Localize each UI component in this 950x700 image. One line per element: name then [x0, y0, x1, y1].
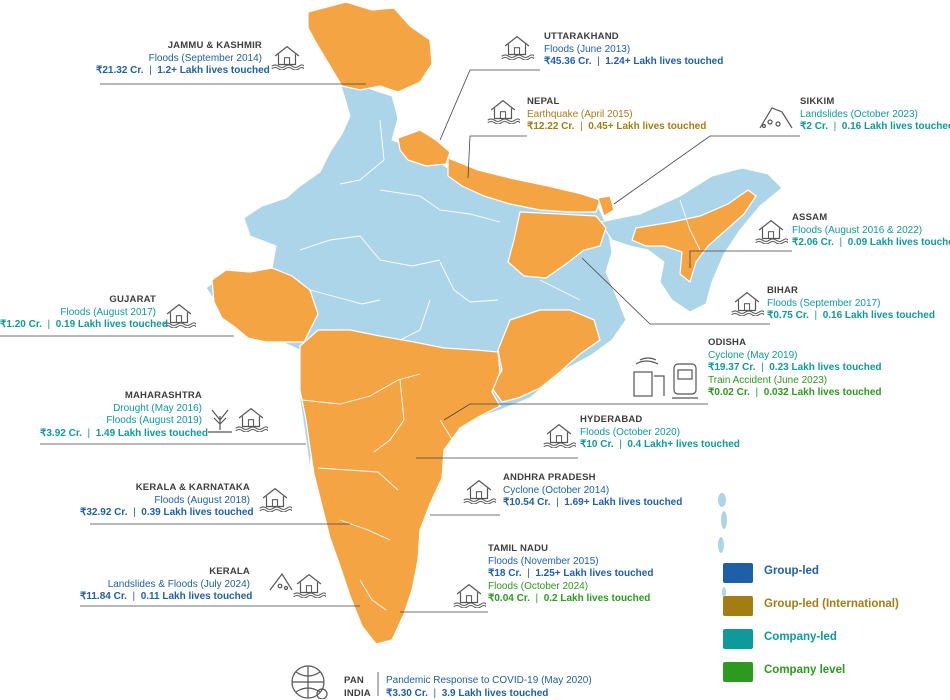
state-sikkim	[597, 195, 615, 217]
label-kerala: KERALA Landslides & Floods (July 2024) ₹…	[80, 566, 253, 602]
label-pan-india-title: PAN INDIA	[344, 675, 371, 699]
label-kerala-karnataka: KERALA & KARNATAKA Floods (August 2018) …	[80, 482, 254, 518]
label-maharashtra: MAHARASHTRA Drought (May 2016) Floods (A…	[40, 390, 208, 439]
state-odisha	[491, 309, 601, 403]
label-odisha: ODISHA Cyclone (May 2019) ₹19.37 Cr. | 0…	[708, 337, 882, 398]
label-uttarakhand: UTTARAKHAND Floods (June 2013) ₹45.36 Cr…	[544, 31, 724, 67]
label-nepal: NEPAL Earthquake (April 2015) ₹12.22 Cr.…	[527, 96, 707, 132]
flood-house-icon	[543, 424, 576, 448]
state-uttarakhand	[397, 129, 451, 167]
state-jammu-kashmir	[307, 1, 433, 93]
flood-house-icon	[235, 408, 268, 432]
label-assam: ASSAM Floods (August 2016 & 2022) ₹2.06 …	[792, 212, 950, 248]
state-south-india	[299, 329, 501, 645]
state-bihar	[507, 211, 607, 279]
legend-swatch	[723, 563, 753, 583]
flood-house-icon	[163, 304, 196, 328]
label-sikkim: SIKKIM Landslides (October 2023) ₹2 Cr. …	[800, 96, 950, 132]
label-gujarat: GUJARAT Floods (August 2017) ₹1.20 Cr. |…	[0, 294, 168, 330]
globe-virus-icon	[291, 665, 328, 699]
cyclone-icon	[633, 357, 665, 397]
state-assam	[631, 189, 757, 284]
train-icon	[672, 363, 698, 399]
landslide-icon	[759, 107, 793, 129]
earthquake-house-icon	[487, 100, 520, 124]
flood-house-icon	[755, 220, 788, 244]
legend-swatch	[723, 662, 753, 682]
landslide-icon	[269, 572, 293, 591]
label-pan-india: Pandemic Response to COVID-19 (May 2020)…	[386, 675, 592, 699]
label-bihar: BIHAR Floods (September 2017) ₹0.75 Cr. …	[767, 285, 935, 321]
drought-tree-icon	[208, 409, 232, 433]
label-hyderabad: HYDERABAD Floods (October 2020) ₹10 Cr. …	[580, 414, 740, 450]
flood-house-icon	[463, 480, 496, 504]
label-andhra-pradesh: ANDHRA PRADESH Cyclone (October 2014) ₹1…	[503, 472, 683, 508]
state-nepal-region	[447, 157, 601, 213]
legend-swatch	[723, 596, 753, 616]
label-jammu-kashmir: JAMMU & KASHMIR Floods (September 2014) …	[96, 40, 270, 76]
flood-house-icon	[731, 292, 764, 316]
flood-house-icon	[271, 46, 304, 70]
flood-house-icon	[501, 36, 534, 60]
flood-house-icon	[259, 488, 292, 512]
flood-house-icon	[453, 584, 486, 608]
label-tamil-nadu: TAMIL NADU Floods (November 2015) ₹18 Cr…	[488, 543, 654, 604]
flood-house-icon	[293, 574, 326, 598]
legend-swatch	[723, 629, 753, 649]
